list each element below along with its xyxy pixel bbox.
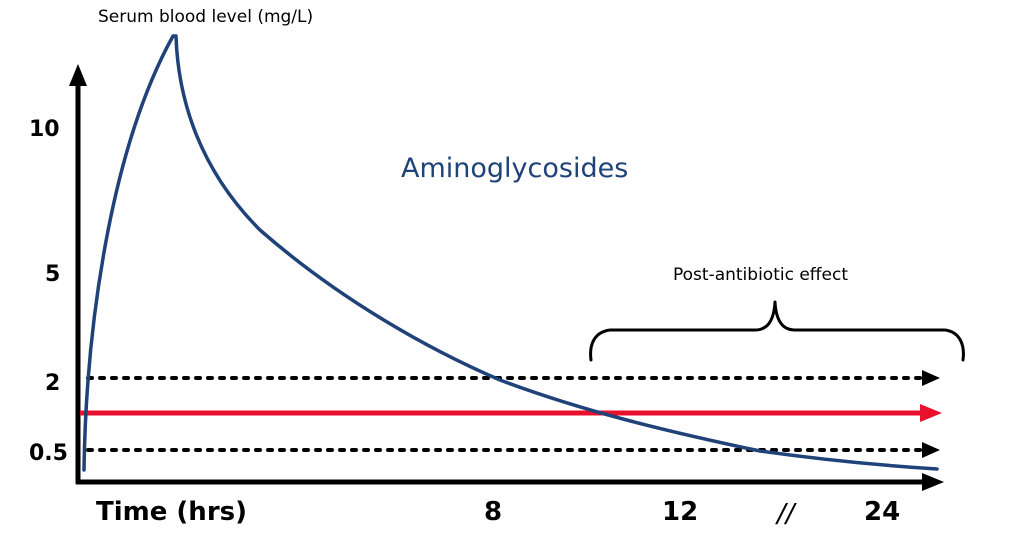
- red-threshold-arrowhead: [920, 404, 942, 422]
- dotted-line-2-arrowhead: [922, 370, 940, 386]
- x-tick-8: 8: [484, 497, 502, 527]
- post-antibiotic-brace: [589, 300, 965, 362]
- y-tick-10: 10: [29, 117, 60, 142]
- x-tick-24: 24: [864, 497, 900, 527]
- x-tick-12: 12: [662, 497, 698, 527]
- y-tick-0.5: 0.5: [29, 441, 68, 466]
- y-tick-2: 2: [45, 371, 60, 396]
- y-tick-5: 5: [45, 262, 60, 287]
- dotted-line-0.5-arrowhead: [922, 442, 940, 458]
- axis-break-mark: //: [775, 499, 798, 529]
- post-antibiotic-label: Post-antibiotic effect: [673, 265, 848, 285]
- y-axis-arrowhead: [69, 64, 87, 86]
- y-axis-title: Serum blood level (mg/L): [98, 7, 313, 27]
- x-axis-arrowhead: [922, 473, 944, 491]
- concentration-curve: [82, 34, 939, 472]
- drug-label: Aminoglycosides: [401, 153, 628, 184]
- x-axis-title: Time (hrs): [96, 497, 247, 527]
